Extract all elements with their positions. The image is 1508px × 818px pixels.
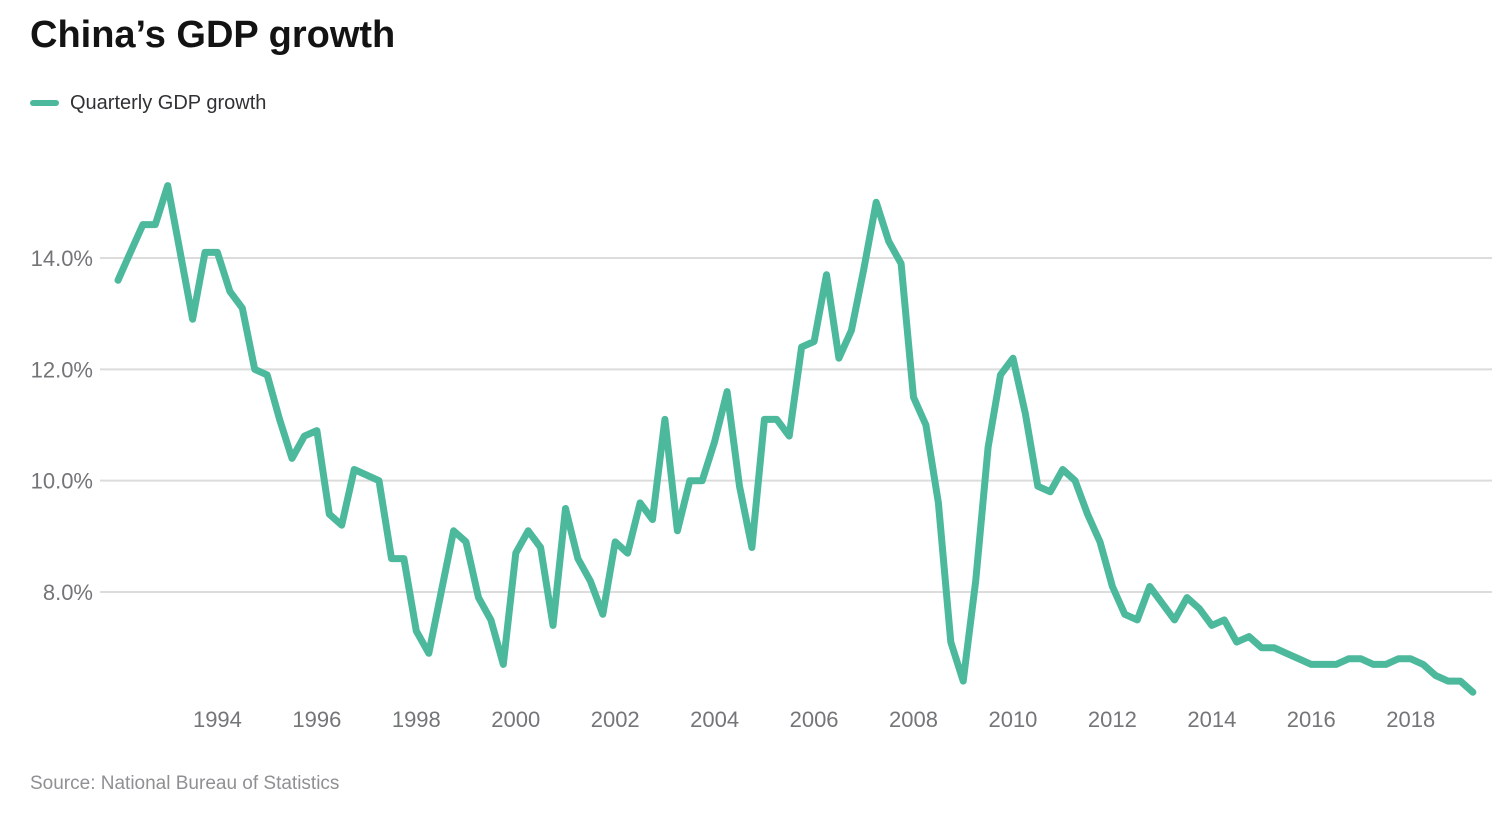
x-tick-label: 1994 [193,707,242,732]
y-tick-label: 12.0% [31,357,93,382]
x-tick-label: 2016 [1287,707,1336,732]
x-tick-label: 2014 [1187,707,1236,732]
x-tick-label: 2008 [889,707,938,732]
x-axis-tick-labels: 1994 1996 1998 2000 2002 2004 2006 2008 2010 2012… [193,707,1435,732]
series-lines [114,182,1477,696]
x-tick-label: 2010 [988,707,1037,732]
y-axis-tick-labels: 8.0% 10.0% 12.0% 14.0% [31,246,93,605]
x-tick-label: 2004 [690,707,739,732]
x-tick-label: 2006 [790,707,839,732]
gridlines [100,257,1492,594]
y-tick-label: 10.0% [31,469,93,494]
quarterly-gdp-growth-line [114,182,1477,696]
source-attribution: Source: National Bureau of Statistics [30,773,340,794]
x-tick-label: 2012 [1088,707,1137,732]
y-tick-label: 14.0% [31,246,93,271]
y-tick-label: 8.0% [43,580,93,605]
legend-series-label: Quarterly GDP growth [70,91,267,114]
x-tick-label: 2000 [491,707,540,732]
legend: Quarterly GDP growth [30,90,266,116]
legend-line-swatch [30,100,59,106]
x-tick-label: 1998 [392,707,441,732]
x-tick-label: 2002 [591,707,640,732]
x-tick-label: 1996 [292,707,341,732]
x-tick-label: 2018 [1386,707,1435,732]
chart-title: China’s GDP growth [30,14,396,56]
